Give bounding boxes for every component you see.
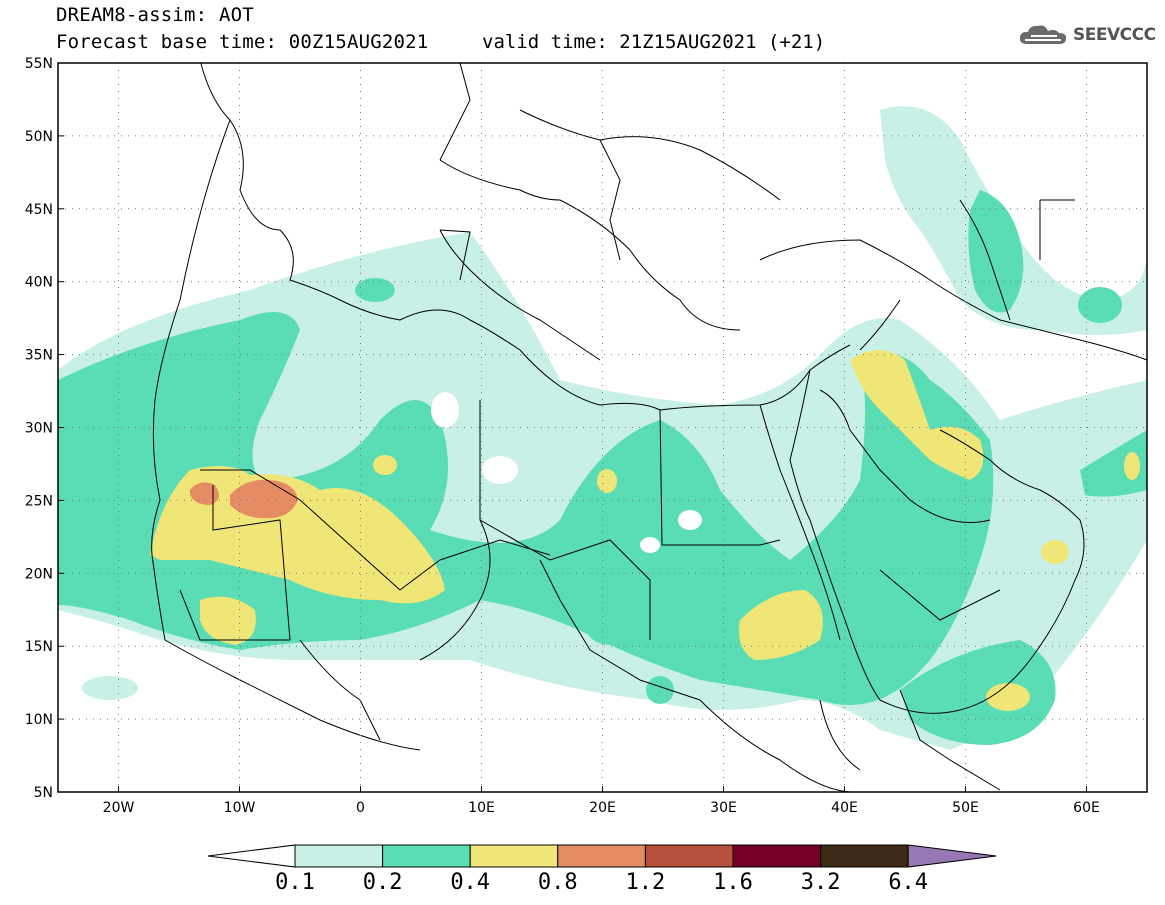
logo-text: SEEVCCC <box>1073 25 1156 45</box>
seevccc-logo: SEEVCCC <box>1017 22 1156 48</box>
colorbar-label: 6.4 <box>888 870 929 895</box>
lon-tick-label: 20W <box>103 800 135 816</box>
lat-tick-label: 30N <box>25 421 53 437</box>
lat-tick-label: 15N <box>25 639 53 655</box>
colorbar-label: 1.6 <box>713 870 753 895</box>
lon-tick-label: 30E <box>710 800 737 816</box>
aot-field <box>58 106 1147 750</box>
colorbar-label: 3.2 <box>800 870 841 895</box>
colorbar-low-triangle <box>207 844 296 868</box>
lon-tick-label: 10E <box>468 800 495 816</box>
cloud-icon <box>1019 25 1067 44</box>
latitude-axis: 5N 10N 15N 20N 25N 30N 35N 40N 45N 50N 55N <box>25 56 64 801</box>
lat-tick-label: 25N <box>25 493 53 509</box>
lon-tick-label: 0 <box>356 800 365 816</box>
colorbar-swatch <box>644 844 734 868</box>
colorbar-label: 0.1 <box>275 870 315 895</box>
forecast-base-time: Forecast base time: 00Z15AUG2021 <box>56 31 429 53</box>
colorbar-label: 1.2 <box>625 870 666 895</box>
lon-tick-label: 10W <box>224 800 256 816</box>
lon-tick-label: 40E <box>831 800 858 816</box>
lon-tick-label: 60E <box>1073 800 1100 816</box>
lat-tick-label: 55N <box>25 56 53 72</box>
colorbar-label: 0.4 <box>450 870 491 895</box>
lat-tick-label: 45N <box>25 202 53 218</box>
colorbar <box>207 844 997 868</box>
lat-tick-label: 10N <box>25 712 53 728</box>
lat-tick-label: 50N <box>25 129 53 145</box>
colorbar-label: 0.2 <box>362 870 403 895</box>
colorbar-swatch <box>382 844 471 868</box>
lon-tick-label: 50E <box>952 800 979 816</box>
colorbar-swatch <box>294 844 384 868</box>
colorbar-swatch <box>732 844 822 868</box>
valid-time: valid time: 21Z15AUG2021 (+21) <box>482 31 826 53</box>
colorbar-swatch <box>469 844 559 868</box>
colorbar-label: 0.8 <box>537 870 578 895</box>
colorbar-swatch <box>557 844 646 868</box>
longitude-axis: 20W 10W 0 10E 20E 30E 40E 50E 60E <box>103 786 1100 816</box>
lat-tick-label: 35N <box>25 348 53 364</box>
map-title: DREAM8-assim: AOT <box>56 4 254 26</box>
lat-tick-label: 40N <box>25 275 53 291</box>
coastlines <box>151 63 1147 792</box>
lon-tick-label: 20E <box>589 800 616 816</box>
lat-tick-label: 5N <box>34 785 53 801</box>
lat-tick-label: 20N <box>25 566 53 582</box>
colorbar-swatch <box>820 844 909 868</box>
colorbar-high-triangle <box>907 844 997 868</box>
grid <box>58 63 1147 792</box>
